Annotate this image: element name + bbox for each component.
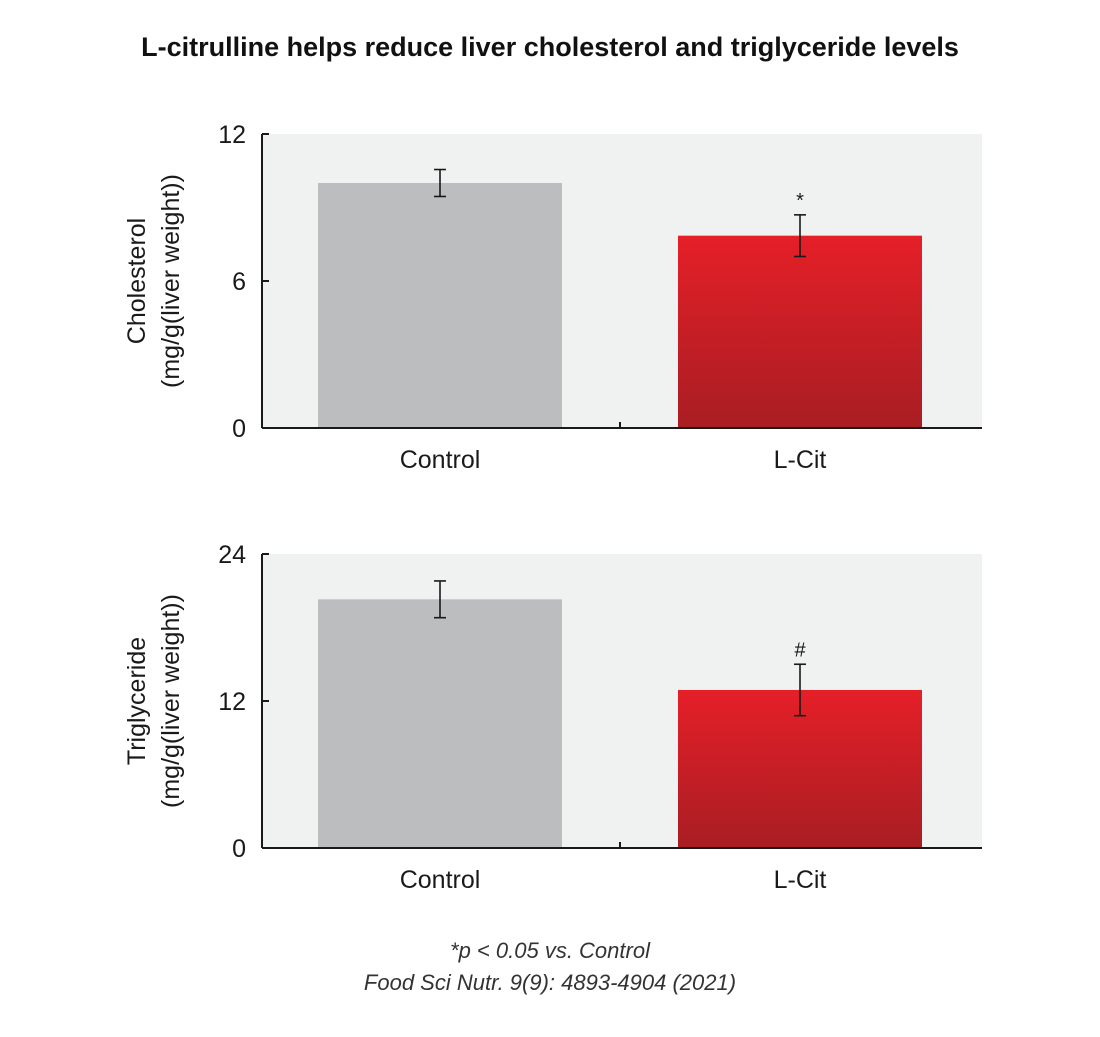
error-bar: [434, 168, 446, 198]
significance-marker: *: [796, 190, 804, 212]
y-axis-label: Cholesterol (mg/g(liver weight)): [123, 174, 185, 388]
y-axis-label-line2: (mg/g(liver weight)): [157, 594, 185, 808]
x-tick-label: L-Cit: [774, 446, 827, 474]
error-bar: [794, 663, 806, 717]
bar-control: [318, 183, 562, 428]
y-tick-label: 12: [218, 121, 246, 149]
citation-footnote: Food Sci Nutr. 9(9): 4893-4904 (2021): [363, 970, 737, 995]
cholesterol-chart: * 0 6 12 Control L-Cit Cholesterol (mg/g(liver …: [123, 121, 982, 474]
y-tick-label: 0: [232, 835, 246, 863]
chart-title: L-citrulline helps reduce liver choleste…: [141, 32, 959, 62]
y-axis-label: Triglyceride (mg/g(liver weight)): [123, 594, 185, 808]
significance-marker: #: [794, 639, 806, 661]
y-axis-label-line1: Triglyceride: [123, 637, 151, 765]
y-tick-label: 24: [218, 541, 246, 569]
y-tick-label: 0: [232, 415, 246, 443]
y-axis-label-line1: Cholesterol: [123, 218, 151, 344]
y-tick-label: 6: [232, 268, 246, 296]
x-tick-label: L-Cit: [774, 866, 827, 894]
y-axis-label-line2: (mg/g(liver weight)): [157, 174, 185, 388]
bar-control: [318, 599, 562, 848]
error-bar: [434, 580, 446, 619]
bar-l-cit: [678, 235, 922, 428]
error-bar: [794, 214, 806, 258]
triglyceride-chart: #0 12 24 Control L-Cit Triglyceride (mg/g(live…: [123, 541, 982, 894]
x-tick-label: Control: [400, 866, 481, 894]
y-tick-label: 12: [218, 688, 246, 716]
x-tick-label: Control: [400, 446, 481, 474]
significance-footnote: *p < 0.05 vs. Control: [450, 938, 650, 963]
